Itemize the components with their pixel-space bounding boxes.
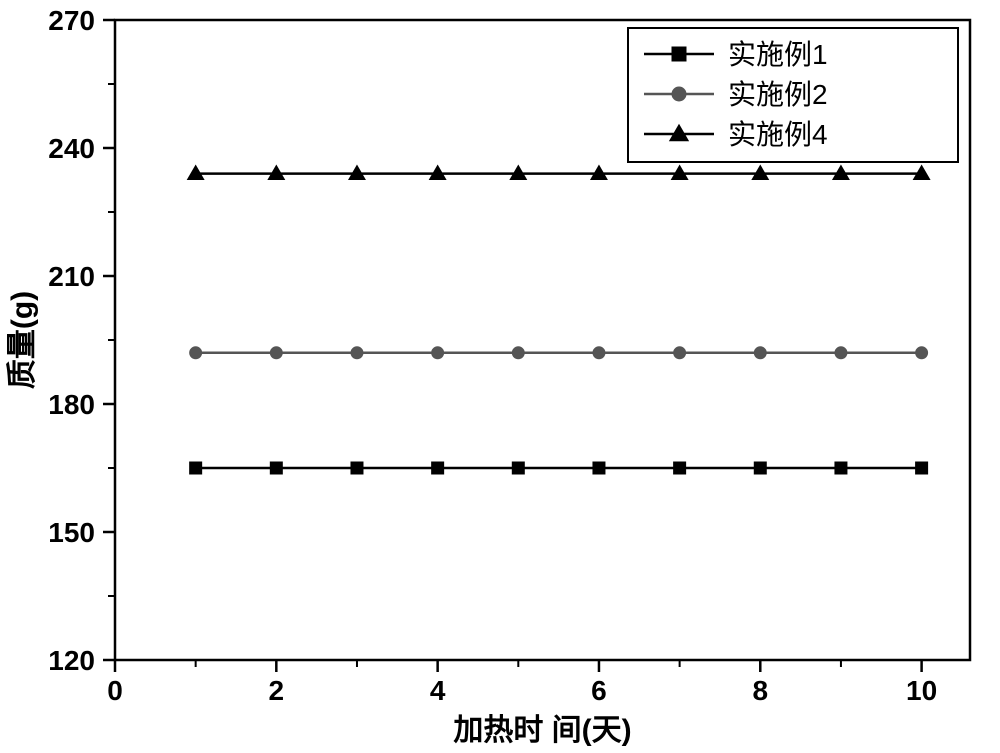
x-tick-label: 4 <box>430 675 446 706</box>
chart-svg: 0 2 4 6 8 10 120 150 180 210 240 270 加热时 间(天) 质量(g) 实施… <box>0 0 1000 753</box>
y-tick-label: 240 <box>48 133 95 164</box>
legend-label: 实施例2 <box>728 79 828 110</box>
y-tick-label: 120 <box>48 645 95 676</box>
y-tick-label: 180 <box>48 389 95 420</box>
chart-container: 0 2 4 6 8 10 120 150 180 210 240 270 加热时 间(天) 质量(g) 实施… <box>0 0 1000 753</box>
x-tick-label: 10 <box>906 675 937 706</box>
x-tick-label: 8 <box>752 675 768 706</box>
y-tick-label: 210 <box>48 261 95 292</box>
x-tick-label: 6 <box>591 675 607 706</box>
legend: 实施例1 实施例2 实施例4 <box>628 28 958 162</box>
x-tick-label: 0 <box>107 675 123 706</box>
x-axis-label: 加热时 间(天) <box>453 714 631 747</box>
y-tick-label: 150 <box>48 517 95 548</box>
x-tick-label: 2 <box>269 675 285 706</box>
y-tick-label: 270 <box>48 5 95 36</box>
legend-label: 实施例4 <box>728 119 828 150</box>
legend-label: 实施例1 <box>728 39 828 70</box>
y-axis-label: 质量(g) <box>6 291 39 389</box>
